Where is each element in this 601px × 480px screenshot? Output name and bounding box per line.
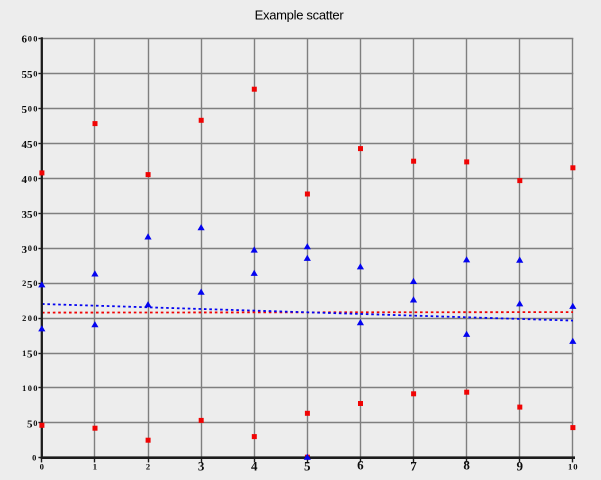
svg-text:0: 0 (33, 209, 37, 218)
svg-text:8: 8 (463, 457, 470, 472)
svg-text:5: 5 (27, 279, 33, 291)
svg-text:5: 5 (27, 419, 33, 431)
svg-text:0: 0 (33, 140, 37, 149)
svg-text:0: 0 (33, 349, 37, 358)
svg-text:5: 5 (27, 209, 33, 221)
svg-text:Example scatter: Example scatter (255, 7, 345, 22)
svg-text:3: 3 (21, 209, 27, 221)
svg-text:1: 1 (568, 462, 572, 472)
svg-text:0: 0 (28, 384, 32, 393)
svg-text:4: 4 (251, 459, 258, 474)
svg-text:4: 4 (21, 139, 27, 151)
svg-text:2: 2 (146, 462, 150, 472)
svg-text:5: 5 (21, 69, 27, 81)
svg-text:6: 6 (357, 457, 364, 472)
svg-text:0: 0 (32, 454, 36, 463)
svg-text:0: 0 (33, 105, 37, 114)
svg-text:1: 1 (22, 384, 26, 393)
svg-text:0: 0 (28, 314, 32, 323)
svg-text:9: 9 (516, 459, 523, 474)
svg-text:5: 5 (27, 69, 33, 81)
svg-text:0: 0 (33, 384, 37, 393)
svg-text:0: 0 (40, 462, 44, 472)
svg-text:5: 5 (27, 139, 33, 151)
svg-text:5: 5 (304, 459, 311, 474)
svg-text:0: 0 (33, 70, 37, 79)
svg-text:0: 0 (28, 244, 32, 253)
svg-text:0: 0 (33, 244, 37, 253)
svg-text:0: 0 (28, 174, 32, 183)
svg-text:1: 1 (22, 349, 26, 358)
svg-text:0: 0 (33, 35, 37, 44)
svg-text:0: 0 (28, 35, 32, 44)
svg-text:6: 6 (21, 34, 27, 46)
svg-text:0: 0 (28, 105, 32, 114)
svg-text:4: 4 (21, 174, 27, 186)
svg-text:3: 3 (21, 244, 27, 256)
svg-text:0: 0 (573, 462, 577, 472)
svg-text:5: 5 (21, 104, 27, 116)
svg-text:1: 1 (93, 462, 97, 472)
svg-text:2: 2 (22, 314, 26, 323)
svg-text:0: 0 (33, 174, 37, 183)
svg-text:0: 0 (33, 279, 37, 288)
svg-text:3: 3 (198, 459, 205, 474)
svg-text:0: 0 (33, 314, 37, 323)
svg-text:7: 7 (410, 459, 417, 474)
svg-text:2: 2 (22, 279, 26, 288)
svg-text:0: 0 (33, 419, 37, 428)
svg-text:5: 5 (27, 349, 33, 361)
